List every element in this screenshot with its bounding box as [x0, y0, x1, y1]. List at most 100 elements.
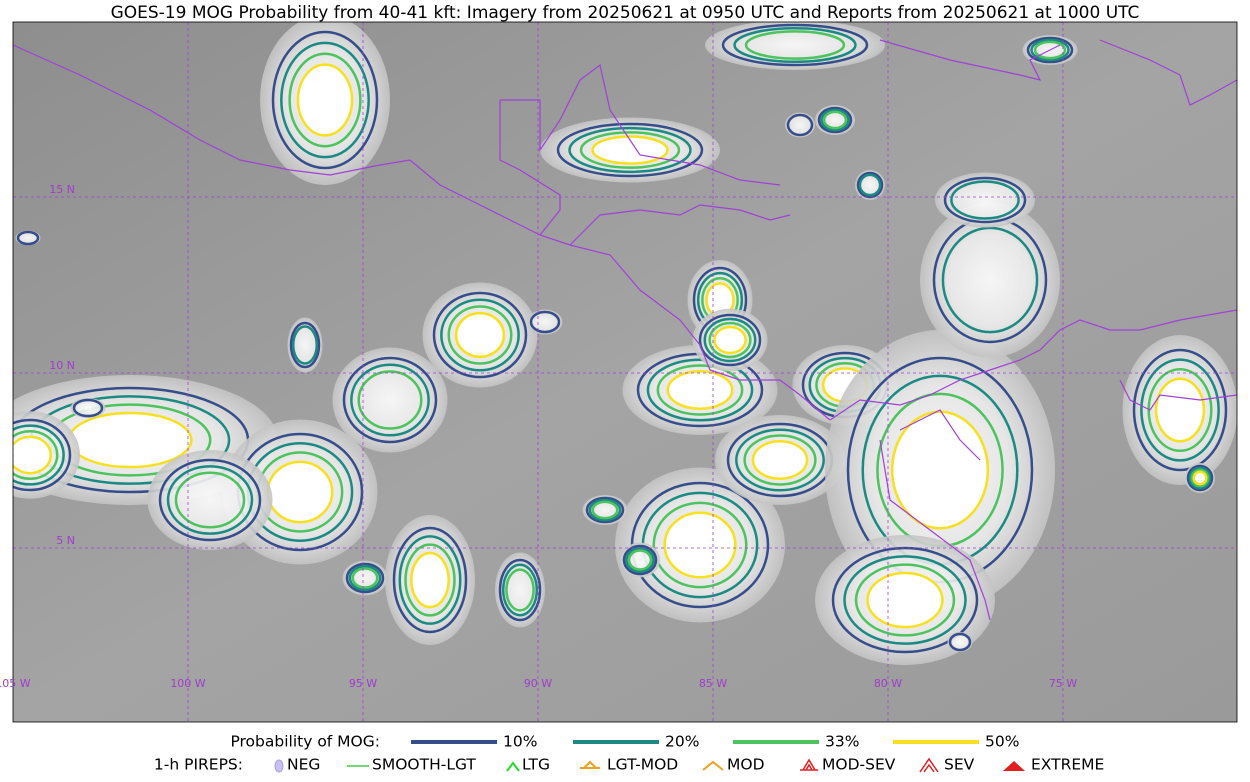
probability-contour	[350, 363, 430, 437]
probability-contour	[280, 41, 370, 159]
probability-contour	[666, 370, 734, 410]
probability-contour	[501, 563, 539, 617]
probability-contour	[591, 500, 619, 520]
probability-contour	[708, 321, 752, 359]
map-frame	[12, 21, 1238, 723]
probability-contour	[13, 418, 72, 492]
lon-label: 85 W	[699, 677, 727, 690]
lon-label: 105 W	[0, 677, 31, 690]
legend-label: LTG	[522, 756, 550, 774]
probability-contour	[296, 63, 354, 137]
cloud	[920, 202, 1060, 358]
probability-contour	[291, 325, 319, 365]
probability-contour	[454, 311, 506, 359]
legend-label: 10%	[503, 733, 537, 751]
probability-contour	[652, 501, 748, 589]
probability-contour	[498, 558, 542, 622]
legend-label: NEG	[287, 756, 320, 774]
probability-contour	[713, 325, 747, 355]
pirep-icon	[580, 760, 600, 769]
probability-contour	[447, 305, 513, 365]
probability-contour	[866, 571, 944, 629]
legend-label: MOD	[727, 756, 765, 774]
legend-title: Probability of MOG:	[230, 733, 380, 751]
probability-contour	[858, 173, 882, 197]
probability-contour	[627, 549, 653, 571]
probability-contour	[1132, 348, 1228, 472]
probability-contour	[174, 471, 246, 529]
probability-contour	[854, 563, 956, 637]
pirep-icon	[800, 758, 818, 771]
probability-contour	[831, 546, 979, 654]
probability-contour	[1188, 466, 1212, 490]
pirep-icon	[1003, 761, 1025, 771]
legend-label: SEV	[944, 756, 975, 774]
probability-contour	[656, 364, 744, 416]
probability-contour	[856, 171, 884, 199]
legend-title: 1-h PIREPS:	[154, 756, 243, 774]
probability-contour	[663, 511, 737, 579]
probability-contour	[817, 106, 853, 134]
legend-label: EXTREME	[1031, 756, 1104, 774]
probability-contour	[505, 568, 535, 612]
probability-contour	[1140, 358, 1220, 462]
probability-contour	[351, 567, 379, 589]
lon-label: 75 W	[1049, 677, 1077, 690]
lat-label: 10 N	[49, 359, 75, 372]
probability-contour	[950, 180, 1020, 220]
probability-contour	[703, 317, 757, 363]
lat-label: 15 N	[49, 183, 75, 196]
legend-label: LGT-MOD	[607, 756, 678, 774]
probability-contour	[440, 298, 520, 372]
pirep-icon	[506, 761, 520, 772]
probability-contour	[1190, 468, 1210, 488]
probability-contour	[348, 564, 382, 592]
probability-contour	[404, 543, 456, 617]
probability-contour	[1186, 464, 1214, 492]
probability-contour	[751, 440, 809, 480]
legend-label: 20%	[665, 733, 699, 751]
probability-contour	[943, 176, 1027, 224]
cloud-layer	[13, 22, 1237, 665]
probability-contour	[1154, 377, 1206, 443]
lon-label: 95 W	[349, 677, 377, 690]
lon-label: 80 W	[874, 677, 902, 690]
probability-contour	[289, 321, 321, 369]
probability-contour	[1033, 40, 1067, 60]
probability-contour	[948, 632, 972, 652]
probability-contour	[556, 122, 704, 178]
lat-label: 5 N	[56, 534, 75, 547]
probability-contour	[529, 310, 561, 334]
probability-contour	[890, 410, 990, 530]
pirep-icon	[702, 760, 724, 771]
legend-label: MOD-SEV	[822, 756, 896, 774]
probability-contour	[843, 555, 967, 645]
probability-contour	[398, 535, 462, 625]
probability-contour	[1030, 38, 1070, 62]
probability-contour	[733, 26, 857, 64]
probability-contour	[786, 113, 814, 137]
cloud	[785, 112, 815, 138]
probability-contour	[822, 110, 848, 130]
pirep-icon	[919, 757, 939, 773]
probability-contour	[735, 428, 825, 492]
probability-contour	[271, 30, 379, 170]
legend-label: 50%	[985, 733, 1019, 751]
probability-contour	[67, 411, 193, 469]
probability-contour	[410, 551, 450, 609]
probability-contour	[266, 460, 334, 524]
probability-contour	[13, 424, 65, 486]
legend: Probability of MOG: 1-h PIREPS: 10% 20% 33…	[154, 733, 1104, 774]
probability-contour	[288, 52, 362, 148]
lon-label: 90 W	[524, 677, 552, 690]
probability-contour	[16, 230, 40, 246]
probability-contour	[585, 496, 625, 524]
probability-contour	[743, 434, 817, 486]
coastlines	[13, 39, 1237, 621]
probability-contour	[744, 30, 846, 60]
probability-contour	[158, 458, 262, 542]
lon-label: 100 W	[170, 677, 205, 690]
probability-contour	[13, 429, 59, 481]
probability-contour	[941, 226, 1039, 334]
probability-contour	[721, 23, 869, 67]
